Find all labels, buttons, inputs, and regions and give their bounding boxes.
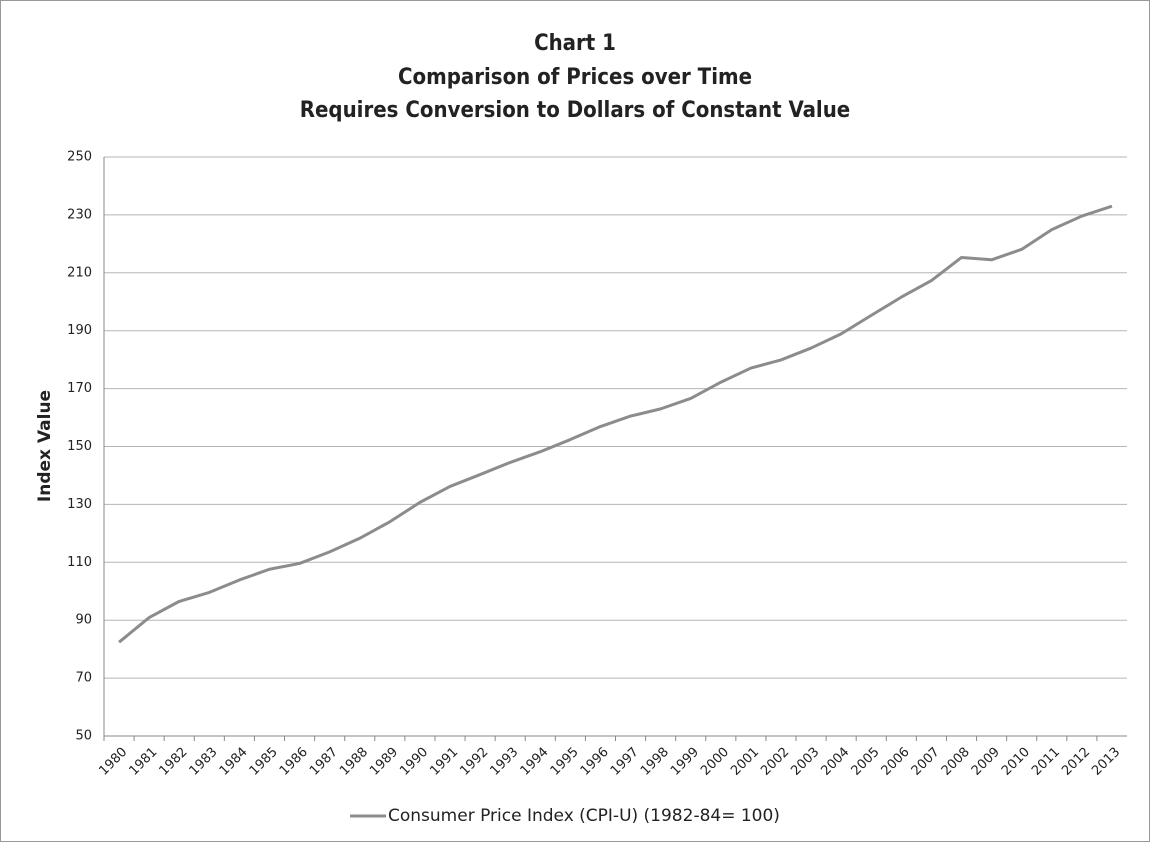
x-tick-label: 1983 — [187, 745, 221, 779]
y-axis-label: Index Value — [35, 390, 55, 502]
y-tick-label: 90 — [75, 613, 92, 628]
y-tick-label: 210 — [67, 265, 92, 280]
y-tick-label: 230 — [67, 207, 92, 222]
x-tick-label: 2006 — [879, 745, 913, 779]
x-tick-label: 2004 — [818, 745, 852, 779]
x-tick-label: 1980 — [96, 745, 130, 779]
x-tick-label: 2013 — [1089, 745, 1123, 779]
x-tick-label: 1982 — [157, 745, 191, 779]
x-tick-label: 2009 — [969, 745, 1003, 779]
x-tick-label: 1994 — [518, 745, 552, 779]
x-tick-label: 2005 — [849, 745, 883, 779]
x-tick-label: 2010 — [999, 745, 1033, 779]
x-tick-label: 1988 — [337, 745, 371, 779]
x-tick-label: 1984 — [217, 745, 251, 779]
x-tick-label: 1998 — [638, 745, 672, 779]
y-tick-label: 250 — [67, 150, 92, 165]
y-tick-label: 70 — [75, 671, 92, 686]
chart-title: Comparison of Prices over Time — [398, 65, 752, 90]
x-tick-label: 1985 — [247, 745, 281, 779]
x-tick-label: 2007 — [909, 745, 943, 779]
y-tick-label: 130 — [67, 497, 92, 512]
x-tick-label: 2012 — [1059, 745, 1093, 779]
y-tick-label: 190 — [67, 323, 92, 338]
x-tick-label: 1999 — [668, 745, 702, 779]
x-tick-label: 2003 — [788, 745, 822, 779]
x-tick-label: 2008 — [939, 745, 973, 779]
series-line — [118, 204, 1113, 644]
x-tick-label: 1993 — [487, 745, 521, 779]
y-tick-label: 170 — [67, 381, 92, 396]
x-tick-label: 2002 — [758, 745, 792, 779]
chart-title: Requires Conversion to Dollars of Consta… — [300, 98, 850, 123]
x-tick-label: 2000 — [698, 745, 732, 779]
y-tick-label: 150 — [67, 439, 92, 454]
x-tick-label: 1981 — [126, 745, 160, 779]
x-tick-label: 2001 — [728, 745, 762, 779]
x-tick-label: 1987 — [307, 745, 341, 779]
x-tick-label: 1986 — [277, 745, 311, 779]
x-tick-label: 1997 — [608, 745, 642, 779]
x-tick-label: 1991 — [427, 745, 461, 779]
x-tick-label: 2011 — [1029, 745, 1063, 779]
y-tick-label: 50 — [75, 729, 92, 744]
legend-label: Consumer Price Index (CPI-U) (1982-84= 1… — [388, 806, 780, 826]
x-tick-label: 1990 — [397, 745, 431, 779]
x-tick-label: 1995 — [548, 745, 582, 779]
x-tick-label: 1992 — [457, 745, 491, 779]
chart-title: Chart 1 — [534, 31, 616, 56]
x-tick-label: 1996 — [578, 745, 612, 779]
y-tick-label: 110 — [67, 555, 92, 570]
x-tick-label: 1989 — [367, 745, 401, 779]
